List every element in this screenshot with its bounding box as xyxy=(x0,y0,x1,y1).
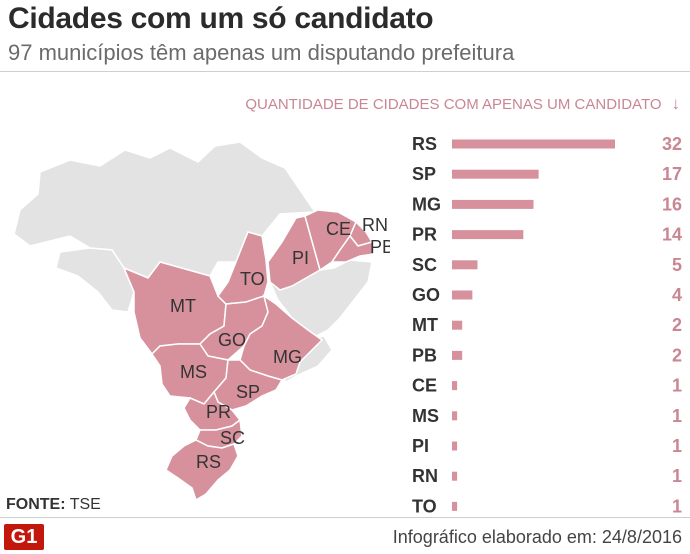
bar xyxy=(452,320,463,330)
map-label-to: TO xyxy=(240,269,265,289)
bar-category-label: SP xyxy=(412,164,436,184)
bar-category-label: GO xyxy=(412,285,440,305)
bar-category-label: PB xyxy=(412,345,437,365)
bar xyxy=(452,471,458,481)
bar-category-label: MS xyxy=(412,406,439,426)
bar-category-label: TO xyxy=(412,496,437,516)
bar-category-label: SC xyxy=(412,255,437,275)
map-label-mg: MG xyxy=(273,347,302,367)
bar-value-label: 1 xyxy=(672,436,682,456)
bar-value-label: 2 xyxy=(672,345,682,365)
bar xyxy=(452,230,524,240)
page-subtitle: 97 municípios têm apenas um disputando p… xyxy=(8,40,515,65)
map-label-pi: PI xyxy=(292,248,309,268)
bar-category-label: RN xyxy=(412,466,438,486)
source-value: TSE xyxy=(69,496,101,513)
bar-category-label: PR xyxy=(412,225,437,245)
map-label-rs: RS xyxy=(196,452,221,472)
bar-value-label: 1 xyxy=(672,496,682,516)
bar-value-label: 32 xyxy=(662,134,682,154)
map-label-rn: RN xyxy=(362,215,388,235)
header-divider xyxy=(0,71,690,72)
map-label-go: GO xyxy=(218,330,246,350)
bar xyxy=(452,411,458,421)
bar xyxy=(452,169,539,179)
credit-text: Infográfico elaborado em: 24/8/2016 xyxy=(392,527,682,547)
bar-value-label: 2 xyxy=(672,315,682,335)
bar xyxy=(452,290,473,300)
bar-category-label: MT xyxy=(412,315,438,335)
source-label: FONTE: xyxy=(6,496,66,513)
bar-category-label: MG xyxy=(412,194,441,214)
map-label-sp: SP xyxy=(236,382,260,402)
bar-category-label: RS xyxy=(412,134,437,154)
bar xyxy=(452,350,463,360)
map-label-ce: CE xyxy=(326,219,351,239)
bar-category-label: CE xyxy=(412,376,437,396)
bar-value-label: 4 xyxy=(672,285,682,305)
bar xyxy=(452,260,478,270)
arrow-down-icon: ↓ xyxy=(671,94,681,113)
bar xyxy=(452,441,458,451)
map-label-ms: MS xyxy=(180,362,207,382)
bar-value-label: 1 xyxy=(672,406,682,426)
footer-divider xyxy=(0,517,690,518)
state-rs xyxy=(165,439,239,500)
bar-value-label: 1 xyxy=(672,376,682,396)
page-title: Cidades com um só candidato xyxy=(8,2,434,35)
source-note: FONTE: TSE xyxy=(6,496,101,514)
bar-value-label: 17 xyxy=(662,164,682,184)
brazil-map: MT TO PI CE RN PB GO MG MS SP PR SC RS xyxy=(13,141,390,500)
chart-header: QUANTIDADE DE CIDADES COM APENAS UM CAND… xyxy=(245,94,680,114)
bar xyxy=(452,139,615,149)
bar-chart: RS 32 SP 17 MG 16 PR 14 SC 5 GO 4 MT 2 PB 2 CE 1 MS 1 PI 1 RN 1… xyxy=(412,134,682,516)
bar xyxy=(452,501,458,511)
bar-value-label: 16 xyxy=(662,194,682,214)
bar-value-label: 1 xyxy=(672,466,682,486)
bar-category-label: PI xyxy=(412,436,429,456)
map-label-sc: SC xyxy=(220,428,245,448)
map-label-mt: MT xyxy=(170,296,196,316)
map-label-pb: PB xyxy=(370,237,390,257)
bar-value-label: 5 xyxy=(672,255,682,275)
state-pb xyxy=(330,234,375,263)
bar xyxy=(452,199,534,209)
map-label-pr: PR xyxy=(206,402,231,422)
chart-title: QUANTIDADE DE CIDADES COM APENAS UM CAND… xyxy=(245,95,662,113)
g1-logo: G1 xyxy=(4,524,44,550)
bar xyxy=(452,381,458,391)
bar-value-label: 14 xyxy=(662,225,682,245)
map-base-ro-ac xyxy=(55,247,135,313)
